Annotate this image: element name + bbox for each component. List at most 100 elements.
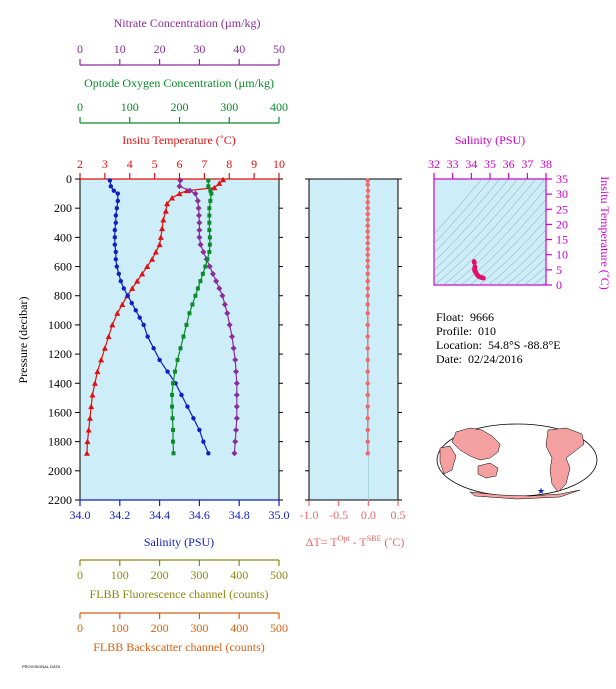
nitrate-data-point <box>196 227 203 234</box>
nitrate-data-point <box>233 368 240 375</box>
map-land-asia <box>451 427 501 461</box>
nitrate-data-point <box>196 212 203 219</box>
ts-salinity-tick-label: 38 <box>540 157 552 171</box>
oxygen-data-point <box>207 242 212 247</box>
delta-t-data-point <box>365 293 370 298</box>
temperature-data-point <box>160 216 167 223</box>
nitrate-tick-label: 20 <box>154 42 166 56</box>
salinity-data-point <box>129 300 134 306</box>
delta-t-plot-area <box>308 178 399 501</box>
nitrate-data-point <box>196 219 203 226</box>
temperature-data-point <box>101 345 108 351</box>
temperature-data-point <box>88 403 95 410</box>
fluorescence-tick-label: 100 <box>111 568 129 582</box>
nitrate-tick-label: 10 <box>114 42 126 56</box>
pressure-tick-label: 1200 <box>48 347 72 361</box>
temperature-data-point <box>134 278 141 284</box>
temperature-data-point <box>157 234 164 240</box>
salinity-data-point <box>165 369 170 374</box>
ts-salinity-title: Salinity (PSU) <box>455 133 525 147</box>
delta-t-data-point <box>365 235 370 240</box>
delta-t-data-point <box>365 278 370 284</box>
fluorescence-tick-label: 300 <box>190 568 208 582</box>
temperature-data-point <box>176 190 183 197</box>
temperature-data-point <box>94 368 101 375</box>
delta-t-data-point <box>365 241 370 246</box>
temperature-data-point <box>144 263 151 270</box>
salinity-axis-title: Salinity (PSU) <box>144 535 214 549</box>
nitrate-data-point <box>231 450 238 457</box>
oxygen-data-point <box>209 191 214 196</box>
float-info: Float: 9666 Profile: 010 Location: 54.8°… <box>436 310 561 366</box>
salinity-data-point <box>118 278 123 284</box>
oxygen-data-point <box>175 357 180 362</box>
nitrate-data-point <box>232 438 239 445</box>
ts-salinity-tick-label: 34 <box>465 157 477 171</box>
pressure-axis-title: Pressure (decibar) <box>16 297 30 384</box>
temperature-data-point <box>109 321 116 328</box>
ts-temperature-tick-label: 15 <box>556 233 568 247</box>
temperature-tick-label: 6 <box>177 157 183 171</box>
nitrate-data-point <box>206 263 213 270</box>
temperature-tick-label: 5 <box>152 157 158 171</box>
delta-t-data-point <box>365 416 370 421</box>
ts-temperature-tick-label: 5 <box>556 263 562 277</box>
date-label: Date: <box>436 352 462 366</box>
oxygen-data-point <box>170 416 175 421</box>
temperature-tick-label: 3 <box>102 157 108 171</box>
nitrate-data-point <box>226 321 233 328</box>
nitrate-tick-label: 30 <box>193 42 205 56</box>
pressure-tick-label: 2200 <box>48 493 72 507</box>
fluorescence-tick-label: 0 <box>77 568 83 582</box>
nitrate-data-point <box>233 426 240 433</box>
float-id-row: Float: 9666 <box>436 310 561 324</box>
ts-salinity-tick-label: 37 <box>521 157 533 171</box>
pressure-tick-label: 1000 <box>48 318 72 332</box>
delta-t-tick-label: -1.0 <box>300 508 319 522</box>
ts-density-contours <box>434 179 546 285</box>
pressure-tick-label: 1800 <box>48 435 72 449</box>
salinity-data-point <box>141 322 146 328</box>
oxygen-data-point <box>171 439 176 444</box>
salinity-data-point <box>115 198 121 204</box>
nitrate-data-point <box>219 292 226 299</box>
salinity-data-point <box>151 346 156 351</box>
ts-temperature-tick-label: 35 <box>556 172 568 186</box>
temperature-data-point <box>91 380 98 386</box>
temperature-tick-label: 2 <box>77 157 83 171</box>
ts-density-contour <box>478 219 546 285</box>
location-value: 54.8°S -88.8°E <box>487 338 561 352</box>
delta-t-data-point <box>365 205 370 211</box>
fluorescence-axis-title: FLBB Fluorescence channel (counts) <box>90 587 269 601</box>
salinity-tick-label: 34.2 <box>109 508 130 522</box>
oxygen-data-point <box>206 178 211 183</box>
oxygen-data-point <box>207 206 212 211</box>
ts-density-contour <box>434 179 483 235</box>
delta-t-data-point <box>365 264 370 269</box>
profiles-plot-area <box>79 178 280 501</box>
delta-t-data-point <box>365 439 370 444</box>
backscatter-axis-title: FLBB Backscatter channel (counts) <box>93 640 265 654</box>
delta-t-data-point <box>365 346 370 351</box>
pressure-tick-label: 1400 <box>48 376 72 390</box>
oxygen-tick-label: 300 <box>220 100 238 114</box>
oxygen-data-point <box>171 427 176 432</box>
nitrate-data-point <box>192 190 199 197</box>
ts-temperature-tick-label: 20 <box>556 217 568 231</box>
fluorescence-tick-label: 400 <box>230 568 248 582</box>
oxygen-data-point <box>184 322 189 327</box>
oxygen-data-point <box>203 264 208 269</box>
delta-t-data-point <box>365 286 370 291</box>
temperature-data-point <box>129 285 136 291</box>
delta-t-data-point <box>365 369 370 374</box>
backscatter-tick-label: 500 <box>270 621 288 635</box>
oxygen-data-point <box>171 451 176 456</box>
oxygen-data-point <box>207 235 212 240</box>
oxygen-data-point <box>170 392 175 397</box>
ts-temperature-title: Insitu Temperature (˚C) <box>598 176 612 290</box>
ts-salinity-tick-label: 32 <box>428 157 440 171</box>
nitrate-data-point <box>233 380 240 387</box>
salinity-tick-label: 35.0 <box>269 508 290 522</box>
delta-t-data-point <box>365 404 370 409</box>
